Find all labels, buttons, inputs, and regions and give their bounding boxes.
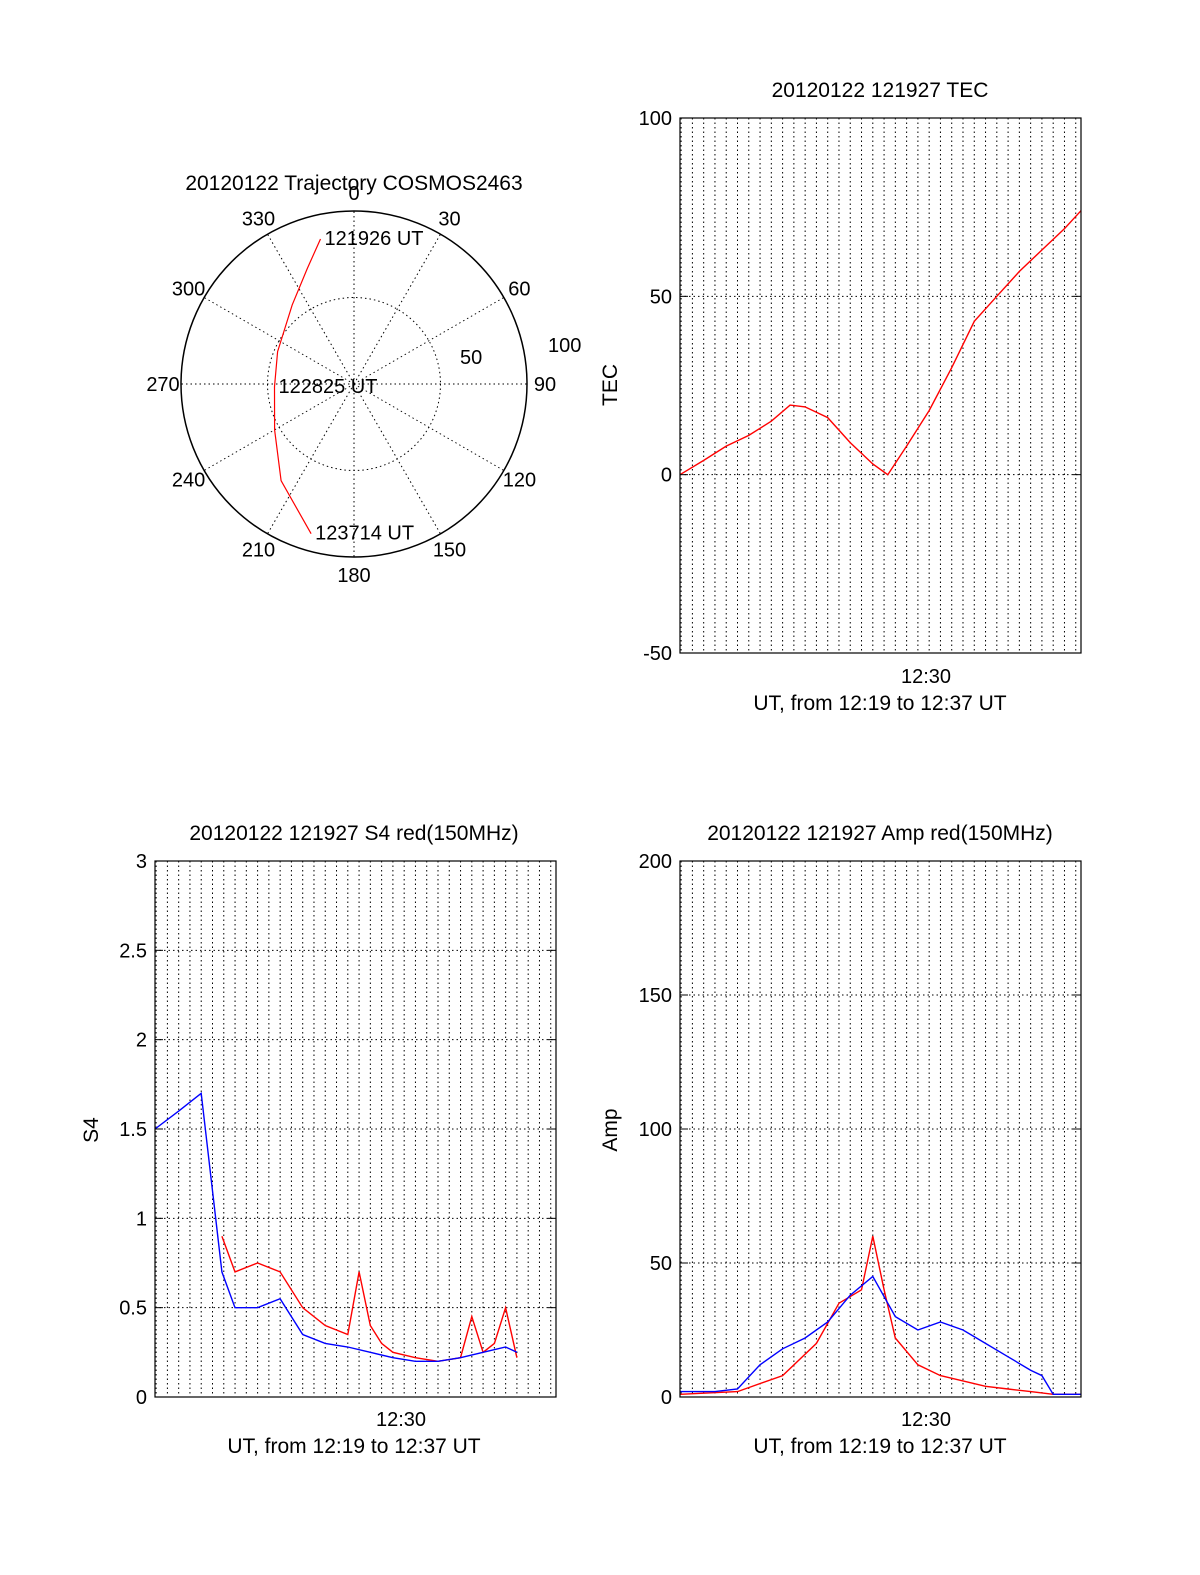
polar-angle-label-30: 30 xyxy=(438,209,460,231)
amp-series xyxy=(679,1236,1081,1395)
polar-spoke-30 xyxy=(353,233,441,385)
s4-y-axis-label: S4 xyxy=(80,1117,103,1143)
amp-y-tick-label: 50 xyxy=(650,1253,672,1275)
polar-series xyxy=(273,238,322,534)
s4-series-line xyxy=(154,1091,518,1362)
s4-y-tick-label: 1.5 xyxy=(119,1119,147,1141)
tec-y-tick-label: 0 xyxy=(661,465,672,487)
polar-spoke-60 xyxy=(353,297,505,385)
tec-series-line xyxy=(679,210,1082,476)
amp-y-tick-label: 150 xyxy=(639,985,672,1007)
polar-spoke-240 xyxy=(203,383,355,471)
polar-spoke-300 xyxy=(203,297,355,385)
s4-series-line xyxy=(221,1235,518,1363)
trajectory-time-label: 122825 UT xyxy=(278,376,377,398)
polar-title: 20120122 Trajectory COSMOS2463 xyxy=(185,172,522,195)
polar-radius-label-100: 100 xyxy=(548,335,581,357)
polar-angle-label-180: 180 xyxy=(337,565,370,587)
amp-y-ticks: 0 50 100 150 200 xyxy=(639,851,1081,1409)
amp-y-tick-label: 200 xyxy=(639,851,672,873)
polar-annotations: 121926 UT 122825 UT 123714 UT xyxy=(278,228,423,545)
polar-angle-label-240: 240 xyxy=(172,470,205,492)
s4-y-tick-label: 0 xyxy=(136,1387,147,1409)
s4-y-tick-label: 2 xyxy=(136,1030,147,1052)
s4-x-tick-label: 12:30 xyxy=(376,1409,426,1431)
trajectory-time-label: 123714 UT xyxy=(315,523,414,545)
tec-grid xyxy=(680,118,1081,653)
s4-grid xyxy=(155,861,556,1397)
polar-angle-label-150: 150 xyxy=(433,539,466,561)
polar-radius-label-50: 50 xyxy=(460,347,482,369)
amp-grid xyxy=(680,861,1081,1397)
polar-spoke-120 xyxy=(353,383,505,471)
polar-angle-label-60: 60 xyxy=(508,279,530,301)
tec-y-tick-label: 100 xyxy=(639,108,672,130)
polar-angle-label-0: 0 xyxy=(348,183,359,205)
trajectory-line xyxy=(273,238,322,534)
tec-y-ticks: -50 0 50 100 xyxy=(639,108,1081,665)
polar-spoke-210 xyxy=(267,383,355,535)
polar-angle-label-120: 120 xyxy=(503,470,536,492)
amp-series-line xyxy=(679,1236,1081,1395)
tec-series xyxy=(679,210,1082,476)
polar-grid xyxy=(181,211,527,557)
tec-y-axis-label: TEC xyxy=(599,364,622,406)
polar-angle-label-330: 330 xyxy=(242,209,275,231)
amp-y-tick-label: 0 xyxy=(661,1387,672,1409)
tec-plot-frame xyxy=(679,117,1082,654)
tec-x-tick-label: 12:30 xyxy=(901,666,951,688)
trajectory-time-label: 121926 UT xyxy=(325,228,424,250)
tec-y-tick-label: -50 xyxy=(643,643,672,665)
trajectory-polar-panel: 20120122 Trajectory COSMOS2463 0 30 60 90 12… xyxy=(146,172,581,587)
polar-angle-label-300: 300 xyxy=(172,279,205,301)
s4-y-tick-label: 3 xyxy=(136,851,147,873)
s4-title: 20120122 121927 S4 red(150MHz) xyxy=(189,822,518,845)
polar-spoke-330 xyxy=(267,233,355,385)
tec-y-tick-label: 50 xyxy=(650,286,672,308)
polar-outer-circle xyxy=(180,210,528,558)
amp-series-line xyxy=(680,1275,1081,1395)
amp-plot-frame xyxy=(679,860,1082,1398)
polar-angle-label-270: 270 xyxy=(146,374,179,396)
polar-spoke-150 xyxy=(353,383,441,535)
s4-y-ticks: 0 0.5 1 1.5 2 2.5 3 xyxy=(119,851,556,1409)
s4-y-tick-label: 1 xyxy=(136,1208,147,1230)
s4-series xyxy=(154,1091,518,1363)
s4-x-axis-label: UT, from 12:19 to 12:37 UT xyxy=(227,1435,480,1458)
s4-panel: 20120122 121927 S4 red(150MHz) 0 0.5 1 1.5 2… xyxy=(80,822,557,1458)
s4-y-tick-label: 0.5 xyxy=(119,1298,147,1320)
amp-x-tick-label: 12:30 xyxy=(901,1409,951,1431)
amp-x-axis-label: UT, from 12:19 to 12:37 UT xyxy=(753,1435,1006,1458)
tec-panel: 20120122 121927 TEC -50 0 50 100 12:30 UT, … xyxy=(599,79,1082,715)
s4-plot-frame xyxy=(154,860,557,1398)
amp-panel: 20120122 121927 Amp red(150MHz) 0 50 100 15… xyxy=(599,822,1082,1458)
s4-y-tick-label: 2.5 xyxy=(119,940,147,962)
polar-angle-label-210: 210 xyxy=(242,539,275,561)
polar-angle-labels: 0 30 60 90 120 150 180 210 240 270 300 330 xyxy=(146,183,556,587)
polar-angle-label-90: 90 xyxy=(534,374,556,396)
amp-title: 20120122 121927 Amp red(150MHz) xyxy=(707,822,1053,845)
amp-y-tick-label: 100 xyxy=(639,1119,672,1141)
amp-y-axis-label: Amp xyxy=(599,1108,622,1151)
tec-title: 20120122 121927 TEC xyxy=(772,79,989,102)
tec-x-axis-label: UT, from 12:19 to 12:37 UT xyxy=(753,692,1006,715)
